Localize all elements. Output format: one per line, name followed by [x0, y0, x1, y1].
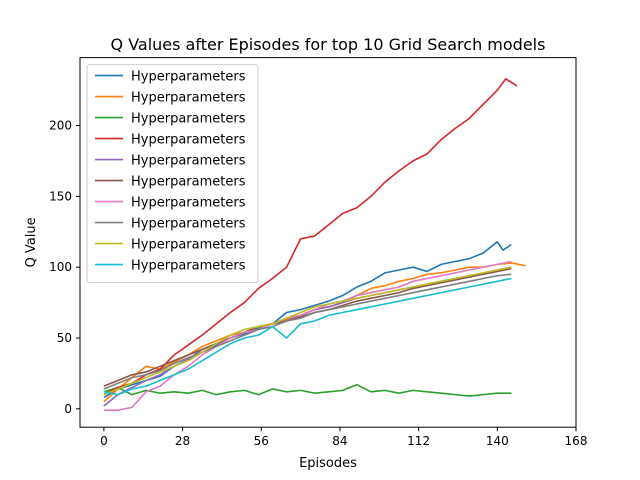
x-tick-label: 140	[486, 434, 509, 448]
x-axis: 0 28 56 84 112 140 168	[100, 427, 587, 448]
x-tick-label: 56	[254, 434, 269, 448]
legend-label: Hyperparameters	[131, 217, 246, 232]
y-tick-label: 200	[49, 119, 72, 133]
series-line-9	[103, 266, 512, 396]
y-axis-label: Q Value	[24, 217, 39, 267]
y-axis: 0 50 100 150 200	[49, 119, 80, 416]
legend-label: Hyperparameters	[131, 154, 246, 169]
series-line-10	[103, 277, 512, 396]
plot-lines	[103, 78, 526, 412]
x-tick-label: 0	[100, 434, 108, 448]
legend: Hyperparameters Hyperparameters Hyperparam…	[86, 64, 259, 284]
x-tick-label: 28	[175, 434, 190, 448]
legend-label: Hyperparameters	[131, 70, 246, 85]
series-line-3	[103, 383, 512, 397]
y-tick-label: 50	[57, 331, 72, 345]
legend-label: Hyperparameters	[131, 112, 246, 127]
y-tick-label: 0	[64, 402, 72, 416]
series-line-7	[103, 260, 512, 412]
series-line-8	[103, 273, 512, 390]
y-tick-label: 100	[49, 260, 72, 274]
chart-title: Q Values after Episodes for top 10 Grid …	[111, 35, 546, 54]
legend-label: Hyperparameters	[131, 196, 246, 211]
x-axis-label: Episodes	[299, 456, 357, 471]
legend-label: Hyperparameters	[131, 259, 246, 274]
legend-label: Hyperparameters	[131, 238, 246, 253]
legend-label: Hyperparameters	[131, 133, 246, 148]
series-line-5	[103, 266, 512, 407]
x-tick-label: 168	[565, 434, 588, 448]
plot-area-frame	[79, 57, 577, 428]
x-tick-label: 112	[407, 434, 430, 448]
x-tick-label: 84	[332, 434, 347, 448]
y-tick-label: 150	[49, 189, 72, 203]
legend-label: Hyperparameters	[131, 91, 246, 106]
legend-box	[86, 64, 259, 284]
series-line-4	[103, 78, 518, 396]
legend-label: Hyperparameters	[131, 175, 246, 190]
